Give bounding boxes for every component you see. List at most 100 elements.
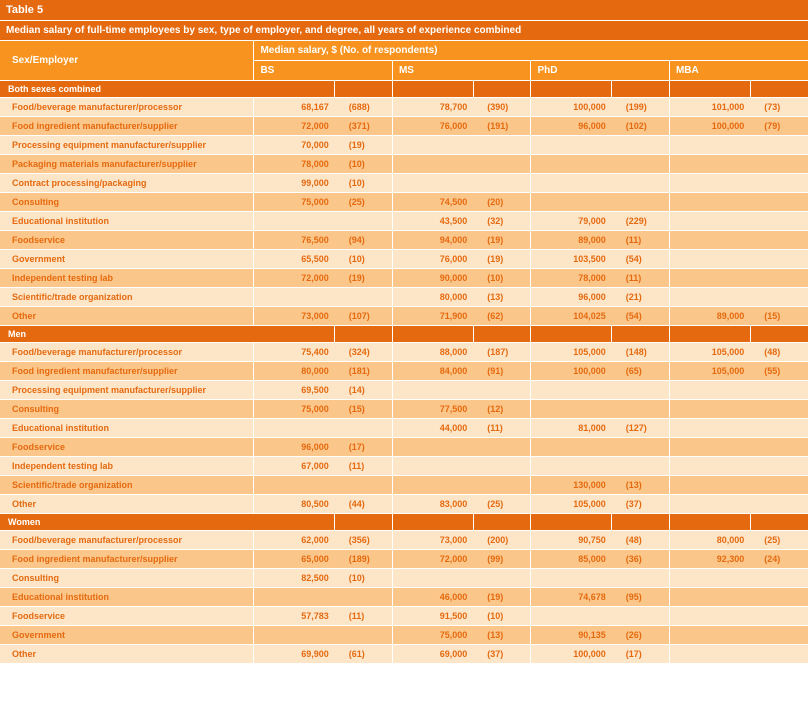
bs-respondents: (10) xyxy=(335,155,393,174)
row-label: Educational institution xyxy=(0,419,254,438)
phd-respondents xyxy=(612,381,670,400)
mba-respondents xyxy=(750,645,808,664)
table-row: Food ingredient manufacturer/supplier72,… xyxy=(0,117,808,136)
mba-respondents xyxy=(750,269,808,288)
phd-respondents: (102) xyxy=(612,117,670,136)
mba-respondents: (55) xyxy=(750,362,808,381)
phd-respondents: (13) xyxy=(612,476,670,495)
row-label: Educational institution xyxy=(0,212,254,231)
bs-respondents: (25) xyxy=(335,193,393,212)
row-label: Consulting xyxy=(0,569,254,588)
phd-respondents: (65) xyxy=(612,362,670,381)
ms-salary xyxy=(392,381,473,400)
ms-respondents: (99) xyxy=(473,550,531,569)
table-row: Independent testing lab72,000(19)90,000(… xyxy=(0,269,808,288)
table-row: Consulting82,500(10) xyxy=(0,569,808,588)
bs-salary: 80,000 xyxy=(254,362,335,381)
phd-respondents xyxy=(612,155,670,174)
mba-salary xyxy=(669,193,750,212)
mba-respondents xyxy=(750,495,808,514)
phd-salary xyxy=(531,457,612,476)
mba-respondents xyxy=(750,419,808,438)
mba-salary: 100,000 xyxy=(669,117,750,136)
mba-respondents xyxy=(750,476,808,495)
mba-respondents xyxy=(750,569,808,588)
phd-respondents: (21) xyxy=(612,288,670,307)
ms-respondents: (10) xyxy=(473,269,531,288)
mba-respondents: (73) xyxy=(750,98,808,117)
phd-salary xyxy=(531,400,612,419)
bs-respondents: (61) xyxy=(335,645,393,664)
table-row: Food/beverage manufacturer/processor62,0… xyxy=(0,531,808,550)
ms-salary: 80,000 xyxy=(392,288,473,307)
mba-respondents: (15) xyxy=(750,307,808,326)
ms-respondents: (62) xyxy=(473,307,531,326)
phd-respondents: (54) xyxy=(612,307,670,326)
phd-respondents: (48) xyxy=(612,531,670,550)
mba-salary: 105,000 xyxy=(669,343,750,362)
phd-salary: 100,000 xyxy=(531,98,612,117)
bs-salary: 75,000 xyxy=(254,193,335,212)
phd-salary xyxy=(531,569,612,588)
bs-salary xyxy=(254,588,335,607)
phd-respondents: (11) xyxy=(612,231,670,250)
table-row: Consulting75,000(15)77,500(12) xyxy=(0,400,808,419)
row-label: Other xyxy=(0,495,254,514)
ms-salary xyxy=(392,174,473,193)
bs-salary xyxy=(254,476,335,495)
row-label: Other xyxy=(0,307,254,326)
ms-salary xyxy=(392,438,473,457)
ms-respondents xyxy=(473,569,531,588)
row-label: Foodservice xyxy=(0,438,254,457)
bs-respondents: (10) xyxy=(335,174,393,193)
ms-respondents xyxy=(473,136,531,155)
row-label: Food/beverage manufacturer/processor xyxy=(0,343,254,362)
phd-respondents: (199) xyxy=(612,98,670,117)
table-row: Processing equipment manufacturer/suppli… xyxy=(0,381,808,400)
ms-salary: 72,000 xyxy=(392,550,473,569)
phd-respondents: (54) xyxy=(612,250,670,269)
mba-salary: 101,000 xyxy=(669,98,750,117)
ms-respondents xyxy=(473,457,531,476)
mba-salary: 80,000 xyxy=(669,531,750,550)
mba-salary xyxy=(669,569,750,588)
col-ms: MS xyxy=(392,61,531,81)
ms-respondents: (37) xyxy=(473,645,531,664)
table-row: Scientific/trade organization130,000(13) xyxy=(0,476,808,495)
phd-salary: 78,000 xyxy=(531,269,612,288)
row-label: Processing equipment manufacturer/suppli… xyxy=(0,381,254,400)
ms-salary: 43,500 xyxy=(392,212,473,231)
phd-respondents xyxy=(612,438,670,457)
mba-salary xyxy=(669,495,750,514)
ms-respondents xyxy=(473,381,531,400)
row-label: Foodservice xyxy=(0,231,254,250)
bs-salary xyxy=(254,288,335,307)
mba-salary: 105,000 xyxy=(669,362,750,381)
bs-salary: 69,500 xyxy=(254,381,335,400)
bs-salary: 65,500 xyxy=(254,250,335,269)
mba-respondents xyxy=(750,438,808,457)
table-row: Educational institution46,000(19)74,678(… xyxy=(0,588,808,607)
phd-respondents: (95) xyxy=(612,588,670,607)
phd-salary: 89,000 xyxy=(531,231,612,250)
mba-salary: 92,300 xyxy=(669,550,750,569)
ms-respondents: (13) xyxy=(473,288,531,307)
phd-respondents xyxy=(612,136,670,155)
table-row: Foodservice76,500(94)94,000(19)89,000(11… xyxy=(0,231,808,250)
mba-respondents xyxy=(750,626,808,645)
ms-salary xyxy=(392,155,473,174)
bs-respondents: (11) xyxy=(335,607,393,626)
mba-respondents xyxy=(750,588,808,607)
table-row: Other69,900(61)69,000(37)100,000(17) xyxy=(0,645,808,664)
row-label: Other xyxy=(0,645,254,664)
mba-salary xyxy=(669,250,750,269)
mba-respondents: (79) xyxy=(750,117,808,136)
table-row: Food ingredient manufacturer/supplier65,… xyxy=(0,550,808,569)
phd-respondents: (26) xyxy=(612,626,670,645)
phd-salary: 85,000 xyxy=(531,550,612,569)
bs-salary xyxy=(254,419,335,438)
mba-respondents xyxy=(750,381,808,400)
ms-respondents: (19) xyxy=(473,231,531,250)
table-row: Consulting75,000(25)74,500(20) xyxy=(0,193,808,212)
mba-salary xyxy=(669,155,750,174)
